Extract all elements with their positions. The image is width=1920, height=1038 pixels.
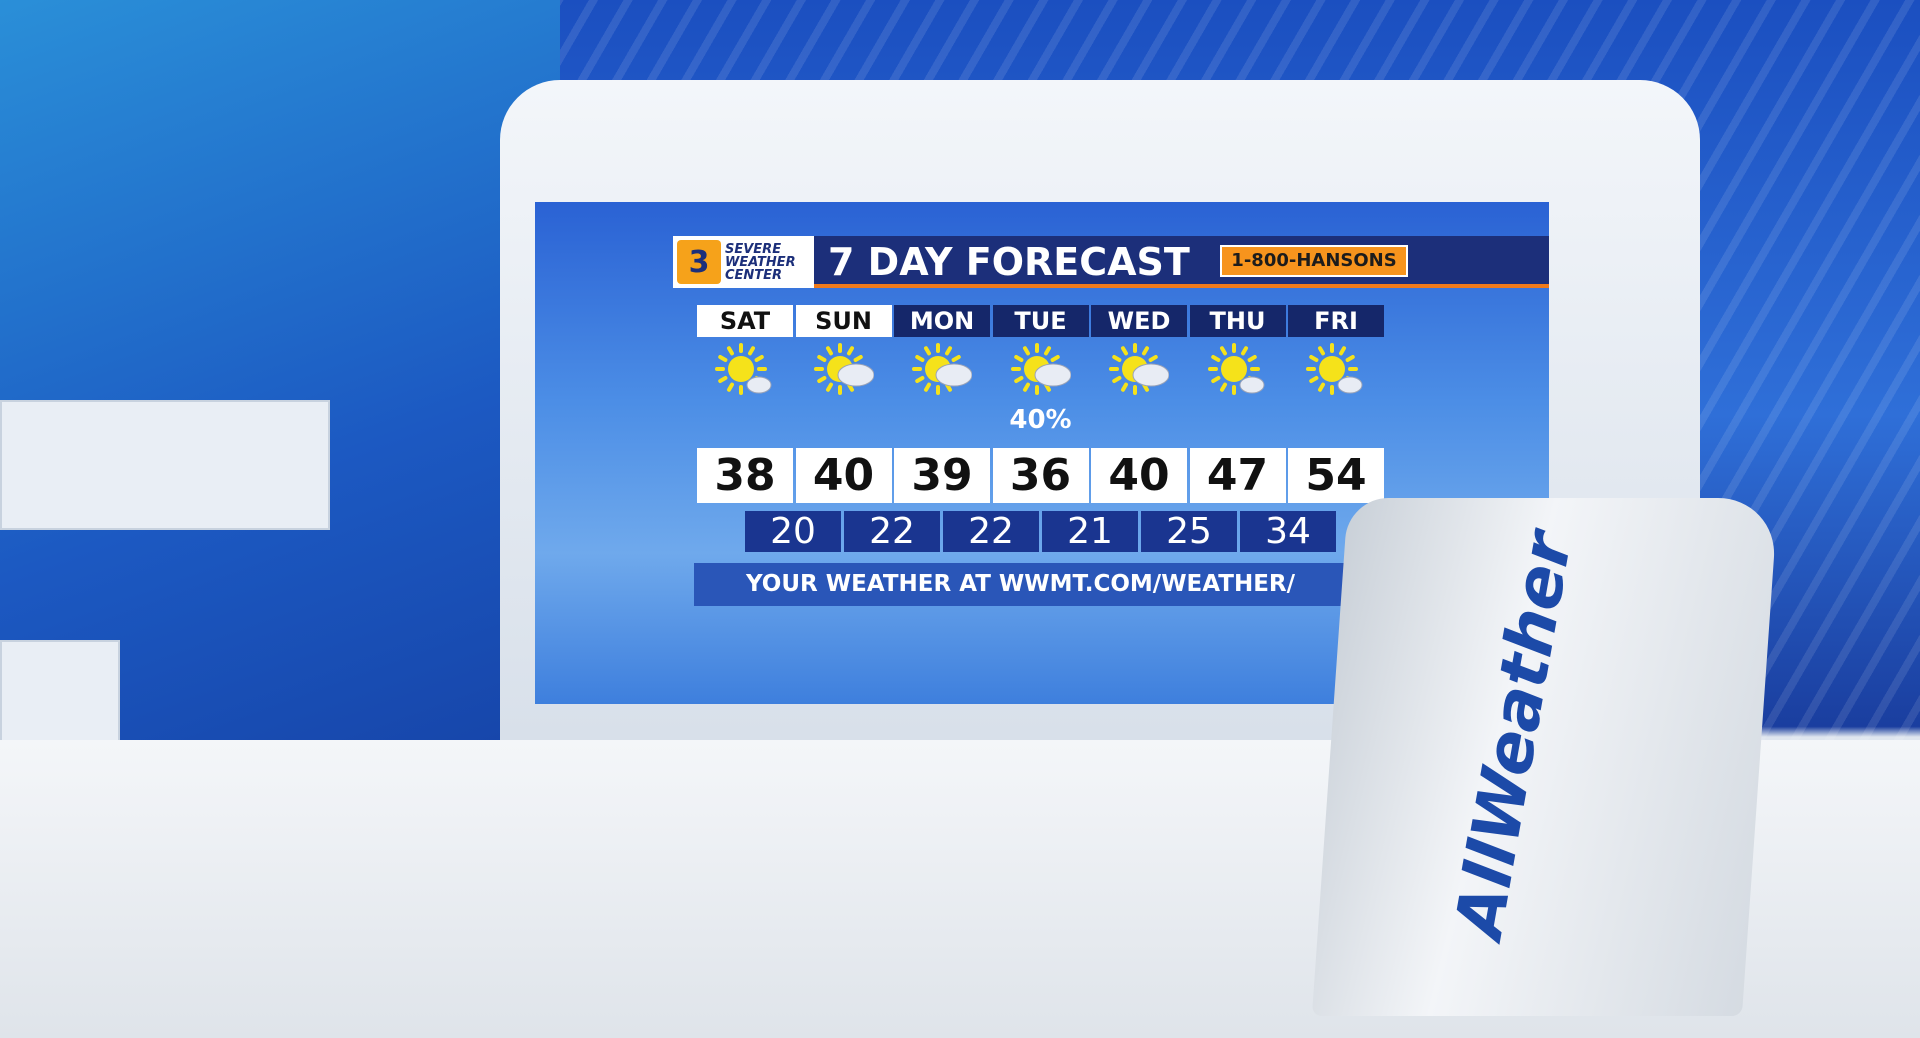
high-temp: 54 — [1288, 448, 1384, 503]
forecast-day-fri: FRI 54 — [1288, 305, 1384, 503]
forecast-day-sun: SUN 40 — [795, 305, 892, 503]
studio-left-wall — [0, 0, 560, 760]
low-temp: 20 — [745, 511, 841, 552]
day-label: WED — [1091, 305, 1187, 337]
high-temp: 38 — [697, 448, 793, 503]
partly-cloudy-icon — [912, 343, 972, 395]
day-label: TUE — [992, 305, 1089, 337]
high-temp: 40 — [795, 448, 892, 503]
day-label: SAT — [697, 305, 793, 337]
partly-cloudy-icon — [1010, 343, 1071, 395]
forecast-day-thu: THU 47 — [1189, 305, 1286, 503]
high-temp: 39 — [894, 448, 990, 503]
low-temp: 22 — [844, 511, 940, 552]
forecast-title: 7 DAY FORECAST — [828, 240, 1190, 284]
partly-cloudy-icon — [813, 343, 874, 395]
forecast-day-tue: TUE 40% 36 — [992, 305, 1089, 503]
footer-url: YOUR WEATHER AT WWMT.COM/WEATHER/ — [694, 563, 1347, 606]
low-temp: 22 — [943, 511, 1039, 552]
sun-cloud-icon — [1207, 343, 1264, 395]
day-label: MON — [894, 305, 990, 337]
logo-line: WEATHER — [725, 254, 796, 270]
sun-cloud-icon — [1306, 343, 1363, 395]
high-temp: 47 — [1189, 448, 1286, 503]
severe-weather-center-logo: 3 SEVERE WEATHER CENTER — [673, 236, 814, 288]
channel-3-logo-icon: 3 — [677, 240, 721, 284]
studio-panel — [0, 400, 330, 530]
sun-cloud-icon — [715, 343, 772, 395]
low-temp: 25 — [1141, 511, 1237, 552]
logo-line: CENTER — [725, 267, 783, 283]
day-label: SUN — [795, 305, 892, 337]
sponsor-badge: 1-800-HANSONS — [1220, 245, 1408, 277]
logo-line: SEVERE — [725, 241, 782, 257]
high-temp: 36 — [992, 448, 1089, 503]
day-label: FRI — [1288, 305, 1384, 337]
low-temp: 21 — [1042, 511, 1138, 552]
forecast-day-wed: WED 40 — [1091, 305, 1187, 503]
high-temp: 40 — [1091, 448, 1187, 503]
day-label: THU — [1189, 305, 1286, 337]
forecast-day-sat: SAT 38 — [697, 305, 793, 503]
precip-chance: 40% — [1009, 405, 1072, 435]
partly-cloudy-icon — [1109, 343, 1169, 395]
forecast-day-mon: MON 39 — [894, 305, 990, 503]
low-temp: 34 — [1240, 511, 1336, 552]
